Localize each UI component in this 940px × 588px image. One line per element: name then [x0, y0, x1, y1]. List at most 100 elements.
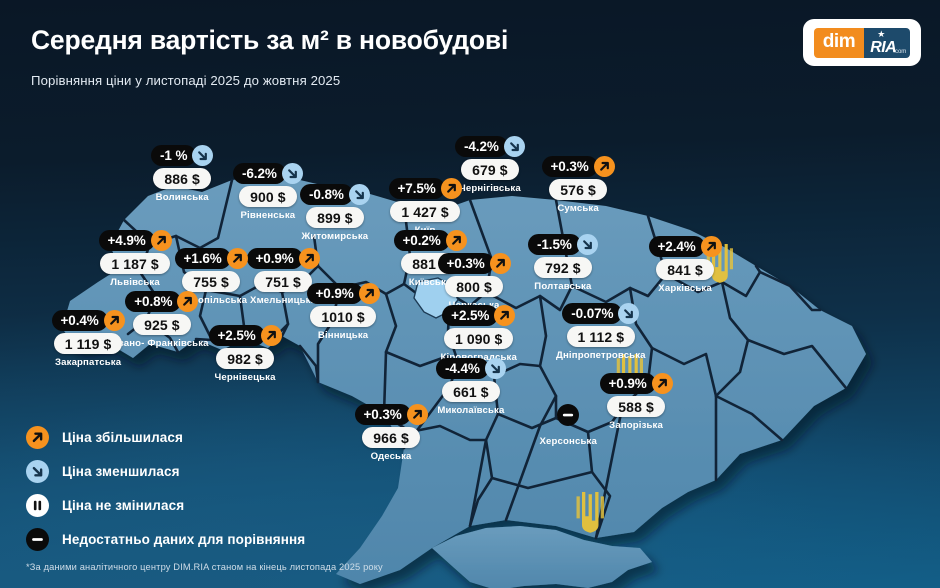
footnote: *За даними аналітичного центру DIM.RIA с… [26, 562, 383, 572]
region-name: Херсонська [539, 436, 597, 447]
legend-item: Ціна збільшилася [26, 420, 305, 454]
region-marker[interactable]: -4.4% 661 $ Миколаївська [436, 358, 506, 416]
region-change-percent: +0.3% [541, 156, 598, 177]
region-price: 1 187 $ [100, 253, 170, 274]
region-name: Кіровоградська [441, 352, 518, 363]
trident-icon-crimea [576, 492, 604, 533]
page-title: Середня вартість за м² в новобудові [31, 25, 509, 55]
region-name: Київська [408, 277, 452, 288]
region-marker[interactable]: +0.9% 1010 $ Вінницька [306, 283, 380, 341]
region-change-row: +0.3% [437, 253, 511, 274]
region-marker[interactable]: -0.8% 899 $ Житомирська [300, 184, 370, 242]
region-marker[interactable]: +7.5%1 427 $Київ [388, 178, 462, 236]
region-marker[interactable]: +2.5%1 090 $ Кіровоградська [441, 305, 518, 363]
legend-label: Ціна зменшилася [62, 463, 180, 479]
region-change-row: +0.4% [51, 310, 125, 331]
region-marker[interactable]: +0.9% 588 $ Запорізька [599, 373, 673, 431]
arrow-up-right-icon [358, 283, 380, 304]
legend-item: Ціна не змінилася [26, 488, 305, 522]
legend-label: Ціна не змінилася [62, 497, 185, 513]
region-change-percent: -0.8% [300, 184, 353, 205]
region-change-percent: +0.3% [437, 253, 494, 274]
region-change-row: +0.8% [125, 291, 199, 312]
region-change-row: +0.9% [306, 283, 380, 304]
region-name: Закарпатська [54, 357, 122, 368]
region-name: Вінницька [317, 330, 369, 341]
region-marker[interactable]: +2.5% 982 $ Чернівецька [208, 325, 282, 383]
page-subtitle: Порівняння ціни у листопаді 2025 до жовт… [31, 73, 341, 88]
region-name: Чернігівська [458, 183, 521, 194]
arrow-up-right-icon [260, 325, 282, 346]
region-marker-nodata[interactable]: Херсонська [540, 404, 597, 447]
region-change-row: +4.9% [98, 230, 172, 251]
region-change-percent: +4.9% [98, 230, 155, 251]
arrow-up-right-icon [150, 230, 172, 251]
arrow-down-right-icon [192, 145, 214, 166]
region-marker[interactable]: +2.4% 841 $ Харківська [648, 236, 722, 294]
logo-inner: dim ★ RIA .com [813, 27, 911, 58]
region-change-percent: +0.9% [599, 373, 656, 394]
region-name: Рівненська [240, 210, 296, 221]
region-change-row: -0.8% [300, 184, 370, 205]
region-change-row: -0.07% [562, 303, 640, 324]
region-name: Сумська [557, 203, 599, 214]
region-change-percent: -4.4% [436, 358, 489, 379]
region-marker[interactable]: +0.3% 576 $ Сумська [541, 156, 615, 214]
arrow-up-right-icon [651, 373, 673, 394]
legend-item: Недостатньо даних для порівняння [26, 522, 305, 556]
region-change-percent: +7.5% [388, 178, 445, 199]
region-change-percent: -0.07% [562, 303, 623, 324]
arrow-down-right-icon [618, 303, 640, 324]
region-change-row: -4.2% [455, 136, 525, 157]
region-price: 925 $ [133, 314, 191, 335]
region-price: 576 $ [549, 179, 607, 200]
region-marker[interactable]: -4.2% 679 $ Чернігівська [455, 136, 525, 194]
region-marker[interactable]: +1.6% 755 $ Тернопільська [174, 248, 248, 306]
region-name: Львівська [110, 277, 160, 288]
legend: Ціна збільшилася Ціна зменшилася Ціна не з… [26, 420, 305, 556]
region-price: 792 $ [534, 257, 592, 278]
region-marker[interactable]: +0.3%800 $Черкаська [437, 253, 511, 311]
arrow-down-right-icon [348, 184, 370, 205]
region-marker[interactable]: +0.4% 1 119 $ Закарпатська [51, 310, 125, 368]
dimria-logo[interactable]: dim ★ RIA .com [803, 19, 921, 66]
region-change-percent: +0.4% [51, 310, 108, 331]
region-change-row: +2.5% [208, 325, 282, 346]
region-name: Івано- Франківська [115, 338, 209, 349]
region-marker[interactable]: +4.9% 1 187 $ Львівська [98, 230, 172, 288]
region-name: Харківська [658, 283, 712, 294]
region-change-percent: +2.4% [648, 236, 705, 257]
region-name: Одеська [370, 451, 412, 462]
region-marker[interactable]: -6.2% 900 $ Рівненська [233, 163, 303, 221]
region-price: 1 112 $ [566, 326, 636, 347]
region-change-row: +0.9% [246, 248, 320, 269]
region-change-row: -1.5% [528, 234, 598, 255]
region-marker[interactable]: +0.9% 751 $ Хмельницька [246, 248, 320, 306]
region-price: 899 $ [306, 207, 364, 228]
arrow-down-right-icon [281, 163, 303, 184]
region-change-row: +0.3% [354, 404, 428, 425]
region-marker[interactable]: +0.8% 925 $ Івано- Франківська [115, 291, 209, 349]
arrow-up-right-icon [26, 425, 49, 449]
legend-label: Ціна збільшилася [62, 429, 183, 445]
region-price: 966 $ [362, 427, 420, 448]
region-marker[interactable]: +0.3% 966 $ Одеська [354, 404, 428, 462]
region-name: Тернопільська [175, 295, 248, 306]
region-change-percent: -4.2% [455, 136, 508, 157]
pause-icon [26, 493, 49, 517]
region-marker[interactable]: -1.5% 792 $ Полтавська [528, 234, 598, 292]
region-price: 982 $ [216, 348, 274, 369]
arrow-up-right-icon [593, 156, 615, 177]
region-change-row: +0.9% [599, 373, 673, 394]
region-price: 751 $ [254, 271, 312, 292]
region-price: 679 $ [461, 159, 519, 180]
arrow-up-right-icon [177, 291, 199, 312]
region-price: 1 427 $ [390, 201, 460, 222]
region-name: Житомирська [301, 231, 369, 242]
region-marker[interactable]: -1 % 886 $ Волинська [151, 145, 214, 203]
logo-com-text: .com [893, 48, 907, 55]
arrow-up-right-icon [440, 178, 462, 199]
region-marker[interactable]: -0.07% 1 112 $ Дніпропетровська [556, 303, 646, 361]
arrow-up-right-icon [298, 248, 320, 269]
region-name: Миколаївська [437, 405, 505, 416]
